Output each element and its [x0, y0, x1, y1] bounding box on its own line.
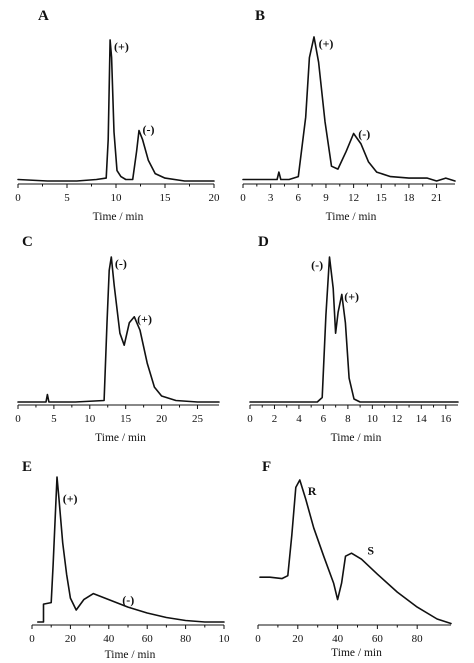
panel-d-peak-label: (+): [344, 289, 359, 303]
panel-c-x-tick-label: 10: [84, 413, 96, 425]
panel-f-letter: F: [262, 459, 271, 475]
panel-d-x-tick-label: 12: [391, 413, 402, 425]
panel-a-x-axis-title: Time / min: [93, 211, 144, 223]
panel-e-x-axis-title: Time / min: [105, 649, 156, 661]
panel-b-x-tick-label: 21: [431, 192, 442, 204]
panel-f-x-tick-label: 20: [292, 633, 304, 645]
panel-b-peak-label: (+): [319, 36, 334, 50]
panel-c-trace: [17, 256, 220, 403]
panel-d-x-tick-label: 2: [272, 413, 278, 425]
panel-b-x-tick-label: 6: [296, 192, 302, 204]
panel-a-x-tick-label: 10: [111, 192, 123, 204]
panel-e-peak-label: (+): [63, 491, 78, 505]
panel-b-x-tick-label: 9: [323, 192, 329, 204]
panel-a-x-tick-label: 20: [209, 192, 221, 204]
panel-a-x-tick-label: 0: [15, 192, 21, 204]
panel-c-x-tick-label: 20: [156, 413, 168, 425]
panel-d-x-tick-label: 8: [345, 413, 351, 425]
panel-e-x-tick-label: 80: [180, 633, 192, 645]
panel-b-trace: [242, 36, 456, 182]
panel-c-x-tick-label: 25: [192, 413, 204, 425]
panel-f-x-tick-label: 80: [412, 633, 424, 645]
panel-c-x-tick-label: 15: [120, 413, 132, 425]
panel-c-letter: C: [22, 234, 33, 250]
panel-d-x-tick-label: 6: [321, 413, 327, 425]
panel-e-peak-label: (-): [122, 593, 134, 607]
panel-d: D 0 2 4 6 8 10 12 14 16 Time / min (-) (+): [247, 234, 459, 444]
panel-c: C 0 5 10 15 20 25 Time / min (-) (+): [15, 234, 220, 444]
panel-b-peak-label: (-): [358, 127, 370, 141]
panel-f-x-tick-label: 0: [255, 633, 261, 645]
panel-c-peak-label: (+): [137, 312, 152, 326]
panel-d-trace: [249, 256, 459, 403]
panel-d-x-tick-label: 14: [416, 413, 428, 425]
panel-c-peak-label: (-): [115, 256, 127, 270]
panel-e-x-tick-label: 60: [142, 633, 154, 645]
panel-a-peak-label: (-): [142, 122, 154, 136]
panel-d-x-tick-label: 4: [296, 413, 302, 425]
panel-f-x-tick-label: 60: [372, 633, 384, 645]
panel-a-letter: A: [38, 8, 49, 24]
panel-d-peak-label: (-): [311, 258, 323, 272]
panel-d-x-tick-label: 0: [247, 413, 253, 425]
panel-e-x-tick-label: 0: [29, 633, 35, 645]
panel-f: F 0 20 40 60 80 Time / min R S: [255, 459, 452, 659]
panel-b-x-axis-title: Time / min: [326, 211, 377, 223]
panel-a-x-tick-label: 15: [160, 192, 172, 204]
panel-e: E 0 20 40 60 80 10 Time / min (+) (-): [22, 459, 230, 661]
panel-c-x-axis-title: Time / min: [95, 432, 146, 444]
panel-b-x-tick-label: 18: [403, 192, 415, 204]
panel-d-letter: D: [258, 234, 269, 250]
panel-b-letter: B: [255, 8, 265, 24]
panel-b: B 0 3 6 9 12 15 18 21 Time / min (+) (-): [240, 8, 456, 223]
panel-e-letter: E: [22, 459, 32, 475]
panel-b-x-tick-label: 15: [376, 192, 388, 204]
panel-d-x-tick-label: 16: [440, 413, 452, 425]
panel-f-x-tick-label: 40: [332, 633, 344, 645]
panel-f-x-axis-title: Time / min: [331, 647, 382, 659]
panel-f-peak-label: S: [367, 544, 374, 558]
panel-d-x-tick-label: 10: [367, 413, 379, 425]
panel-a-peak-label: (+): [114, 39, 129, 53]
panel-a-trace: [17, 39, 215, 182]
panel-a: A 0 5 10 15 20 Time / min (+) (-): [15, 8, 220, 223]
panel-f-trace: [259, 479, 452, 625]
panel-c-x-tick-label: 0: [15, 413, 21, 425]
panel-b-x-tick-label: 3: [268, 192, 274, 204]
panel-f-peak-label: R: [308, 484, 317, 498]
panel-a-x-tick-label: 5: [64, 192, 70, 204]
panel-b-x-tick-label: 12: [348, 192, 359, 204]
panel-e-x-tick-label: 40: [103, 633, 115, 645]
panel-b-x-tick-label: 0: [240, 192, 246, 204]
panel-c-x-tick-label: 5: [51, 413, 57, 425]
panel-e-x-tick-label: 10: [219, 633, 231, 645]
panel-e-x-tick-label: 20: [65, 633, 77, 645]
panel-e-trace: [36, 476, 225, 623]
panel-d-x-axis-title: Time / min: [331, 432, 382, 444]
